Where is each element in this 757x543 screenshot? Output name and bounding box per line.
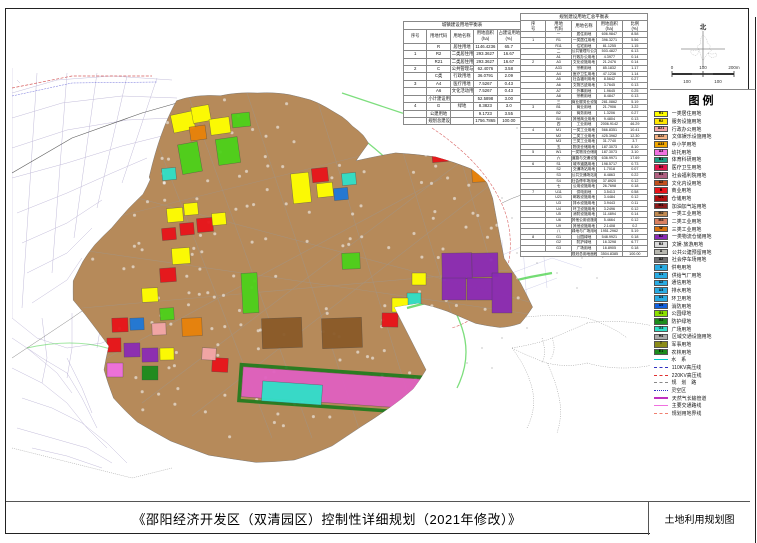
svg-text:100: 100 bbox=[714, 79, 722, 84]
svg-text:0: 0 bbox=[671, 65, 674, 70]
svg-text:200m: 200m bbox=[728, 65, 740, 70]
svg-text:北: 北 bbox=[700, 22, 707, 31]
svg-text:100: 100 bbox=[699, 65, 707, 70]
svg-text:100: 100 bbox=[683, 79, 691, 84]
